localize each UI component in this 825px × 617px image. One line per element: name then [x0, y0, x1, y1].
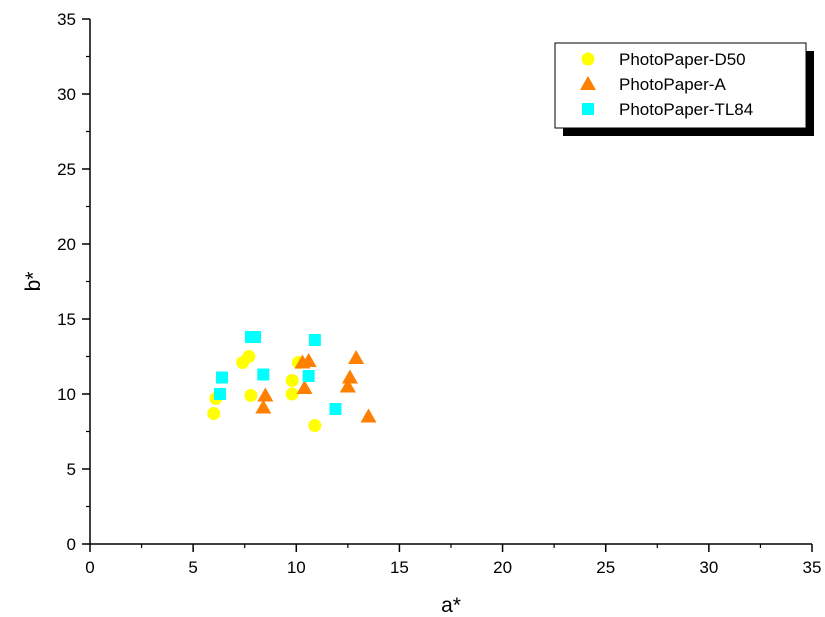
legend-marker [580, 76, 596, 90]
data-point [257, 368, 270, 381]
data-point [300, 353, 317, 367]
x-tick-label: 35 [803, 558, 822, 577]
series-PhotoPaper-A [255, 350, 377, 423]
x-axis-ticks: 0 5 10 15 20 25 30 35 [85, 544, 821, 577]
data-point [207, 407, 221, 420]
x-tick-label: 0 [85, 558, 94, 577]
data-points [207, 331, 377, 432]
legend: PhotoPaper-D50 PhotoPaper-A PhotoPaper-TL8… [554, 42, 814, 136]
legend-label: PhotoPaper-D50 [619, 50, 746, 69]
data-point [249, 331, 262, 343]
y-tick-label: 25 [57, 160, 76, 179]
data-point [244, 389, 258, 402]
legend-entry: PhotoPaper-TL84 [582, 100, 753, 119]
data-point [255, 399, 272, 414]
data-point [213, 388, 226, 400]
legend-label: PhotoPaper-A [619, 75, 726, 94]
x-tick-label: 5 [188, 558, 197, 577]
y-tick-label: 5 [67, 460, 76, 479]
data-point [360, 408, 377, 423]
data-point [242, 350, 256, 363]
legend-entry: PhotoPaper-A [580, 75, 726, 94]
data-point [308, 419, 322, 432]
legend-box [554, 42, 807, 129]
y-axis-ticks: 0 5 10 15 20 25 30 35 [57, 10, 90, 554]
data-point [257, 387, 274, 402]
data-point [348, 350, 365, 364]
y-tick-label: 30 [57, 85, 76, 104]
x-tick-label: 25 [596, 558, 615, 577]
x-axis-title: a* [441, 594, 461, 617]
y-tick-label: 0 [67, 535, 76, 554]
data-point [285, 387, 299, 401]
legend-label: PhotoPaper-TL84 [619, 100, 753, 119]
y-tick-label: 15 [57, 310, 76, 329]
y-tick-label: 35 [57, 10, 76, 29]
series-PhotoPaper-TL84 [213, 331, 342, 415]
data-point [296, 380, 313, 394]
x-tick-label: 15 [390, 558, 409, 577]
data-point [302, 370, 315, 382]
y-tick-label: 20 [57, 235, 76, 254]
data-point [339, 378, 356, 393]
legend-entry: PhotoPaper-D50 [581, 50, 746, 69]
data-point [285, 374, 299, 387]
data-point [308, 334, 321, 346]
legend-marker [582, 103, 594, 115]
legend-entries: PhotoPaper-D50 PhotoPaper-A PhotoPaper-TL8… [580, 50, 753, 119]
series-PhotoPaper-D50 [207, 350, 322, 432]
y-tick-label: 10 [57, 385, 76, 404]
x-tick-label: 30 [699, 558, 718, 577]
data-point [329, 403, 342, 415]
data-point [216, 371, 229, 384]
y-axis-title: b* [22, 272, 45, 292]
x-tick-label: 10 [287, 558, 306, 577]
x-tick-label: 20 [493, 558, 512, 577]
data-point [341, 369, 358, 384]
legend-marker [581, 52, 595, 66]
